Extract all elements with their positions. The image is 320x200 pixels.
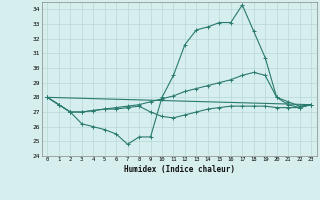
X-axis label: Humidex (Indice chaleur): Humidex (Indice chaleur) xyxy=(124,165,235,174)
